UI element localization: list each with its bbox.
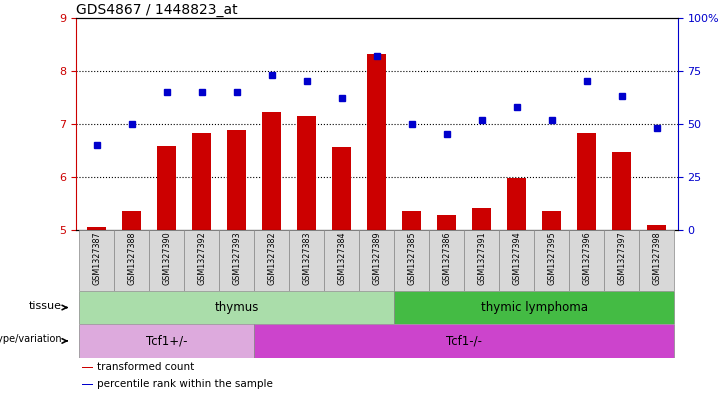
Text: GDS4867 / 1448823_at: GDS4867 / 1448823_at [76, 3, 237, 17]
FancyBboxPatch shape [394, 230, 429, 291]
Bar [81, 384, 92, 385]
Bar [262, 112, 281, 230]
FancyBboxPatch shape [640, 230, 674, 291]
Text: GSM1327396: GSM1327396 [583, 232, 591, 285]
FancyBboxPatch shape [499, 230, 534, 291]
Bar [394, 291, 674, 324]
Text: transformed count: transformed count [97, 362, 194, 372]
Text: GSM1327397: GSM1327397 [617, 232, 627, 285]
FancyBboxPatch shape [79, 230, 114, 291]
Text: GSM1327398: GSM1327398 [653, 232, 661, 285]
FancyBboxPatch shape [534, 230, 570, 291]
Bar [157, 146, 177, 230]
Bar [79, 324, 255, 358]
Text: GSM1327386: GSM1327386 [442, 232, 451, 285]
Text: GSM1327394: GSM1327394 [512, 232, 521, 285]
Text: genotype/variation: genotype/variation [0, 334, 62, 344]
FancyBboxPatch shape [149, 230, 184, 291]
Bar [81, 367, 92, 368]
Bar [402, 211, 421, 230]
Text: thymus: thymus [215, 301, 259, 314]
Bar [437, 215, 456, 230]
Text: GSM1327392: GSM1327392 [198, 232, 206, 285]
Bar [507, 178, 526, 230]
FancyBboxPatch shape [570, 230, 604, 291]
FancyBboxPatch shape [184, 230, 219, 291]
Bar [612, 152, 632, 230]
Text: GSM1327390: GSM1327390 [162, 232, 171, 285]
Text: GSM1327383: GSM1327383 [302, 232, 311, 285]
Bar [87, 227, 106, 230]
Text: GSM1327389: GSM1327389 [372, 232, 381, 285]
Text: GSM1327384: GSM1327384 [337, 232, 346, 285]
Text: GSM1327393: GSM1327393 [232, 232, 242, 285]
Text: tissue: tissue [29, 301, 62, 311]
FancyBboxPatch shape [604, 230, 640, 291]
Bar [542, 211, 562, 230]
Bar [122, 211, 141, 230]
Bar [647, 224, 666, 230]
Text: Tcf1-/-: Tcf1-/- [446, 334, 482, 347]
Text: Tcf1+/-: Tcf1+/- [146, 334, 187, 347]
Bar [367, 54, 386, 230]
Text: GSM1327388: GSM1327388 [127, 232, 136, 285]
FancyBboxPatch shape [464, 230, 499, 291]
Bar [192, 133, 211, 230]
FancyBboxPatch shape [289, 230, 324, 291]
Bar [577, 133, 596, 230]
FancyBboxPatch shape [255, 230, 289, 291]
Text: percentile rank within the sample: percentile rank within the sample [97, 379, 273, 389]
Bar [472, 208, 491, 230]
Bar [227, 130, 247, 230]
FancyBboxPatch shape [324, 230, 359, 291]
FancyBboxPatch shape [114, 230, 149, 291]
FancyBboxPatch shape [429, 230, 464, 291]
Text: GSM1327395: GSM1327395 [547, 232, 556, 285]
FancyBboxPatch shape [359, 230, 394, 291]
Bar [255, 324, 674, 358]
Bar [332, 147, 351, 230]
Text: thymic lymphoma: thymic lymphoma [481, 301, 588, 314]
Bar [79, 291, 394, 324]
Text: GSM1327387: GSM1327387 [92, 232, 101, 285]
Text: GSM1327391: GSM1327391 [477, 232, 486, 285]
Text: GSM1327385: GSM1327385 [407, 232, 416, 285]
Text: GSM1327382: GSM1327382 [267, 232, 276, 285]
Bar [297, 116, 317, 230]
FancyBboxPatch shape [219, 230, 255, 291]
